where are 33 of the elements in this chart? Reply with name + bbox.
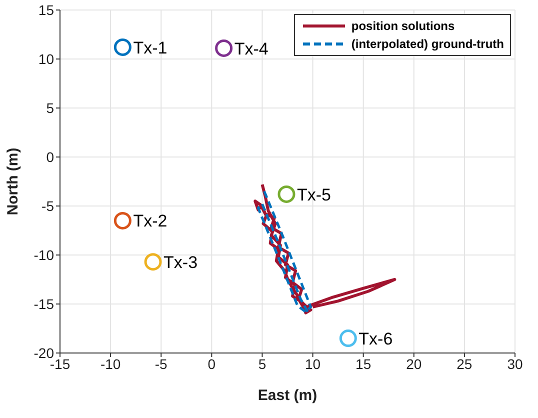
- x-tick-label: 0: [208, 356, 216, 372]
- x-tick-label: 10: [304, 356, 321, 372]
- series-label: Tx-1: [133, 38, 168, 58]
- x-tick-label: 15: [356, 356, 372, 372]
- y-tick-label: -5: [42, 198, 54, 214]
- legend-label: (interpolated) ground-truth: [351, 37, 504, 51]
- y-tick-label: 10: [38, 50, 54, 67]
- y-tick-label: -15: [34, 296, 54, 312]
- series-label: Tx-4: [234, 39, 268, 58]
- point: [278, 185, 296, 203]
- point: [339, 330, 357, 348]
- series-label: Tx-6: [358, 329, 393, 348]
- x-tick-label: -5: [154, 356, 168, 372]
- point: [215, 39, 233, 57]
- x-tick-label: 20: [406, 356, 422, 372]
- series-label: Tx-2: [133, 212, 168, 231]
- legend-label: position solutions: [351, 19, 455, 33]
- y-tick-label: -20: [34, 344, 54, 361]
- y-tick-label: 5: [46, 100, 54, 116]
- x-tick-label: 30: [507, 356, 523, 372]
- x-axis-title: East (m): [258, 387, 318, 404]
- x-tick-label: -10: [100, 356, 121, 372]
- series-label: Tx-3: [164, 252, 198, 272]
- point: [144, 253, 162, 271]
- point: [114, 38, 132, 56]
- x-tick-label: 25: [456, 356, 472, 372]
- point: [114, 212, 132, 230]
- y-tick-label: -10: [34, 246, 54, 263]
- y-tick-label: 15: [38, 2, 54, 18]
- y-tick-label: 0: [46, 148, 54, 165]
- y-axis-title: North (m): [4, 148, 22, 216]
- series-label: Tx-5: [297, 185, 331, 204]
- x-tick-label: 5: [258, 356, 266, 372]
